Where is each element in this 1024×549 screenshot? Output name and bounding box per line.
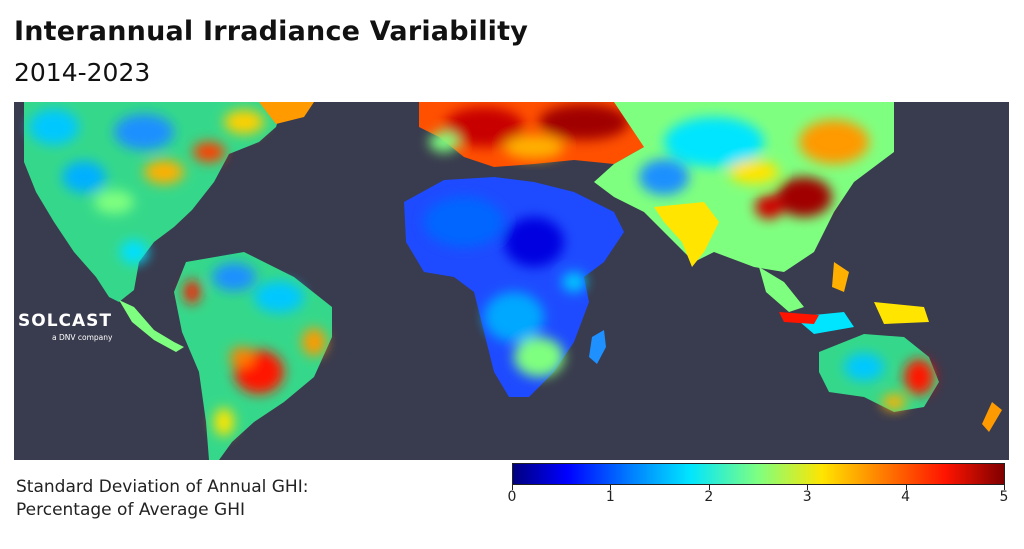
colorbar-tick [807,485,809,490]
central-america-landmass [119,300,184,352]
legend-label-line1: Standard Deviation of Annual GHI: [16,477,309,497]
legend-label: Standard Deviation of Annual GHI: Percen… [16,476,308,522]
solcast-logo: SOLCAST a DNV company [18,311,138,351]
colorbar-tick [610,485,612,490]
colorbar-tick [1004,485,1005,490]
logo-wordmark: SOLCAST [18,311,113,331]
africa-landmass [404,177,624,397]
india-landmass [654,202,719,267]
colorbar-tick-label: 4 [901,489,911,505]
madagascar-landmass [589,330,606,364]
australia-landmass [819,334,939,412]
colorbar [512,463,1005,485]
new-zealand-landmass [982,402,1002,432]
colorbar-tick-label: 0 [507,489,517,505]
south-america-landmass [174,252,332,460]
colorbar-tick-label: 5 [999,489,1009,505]
greenland-landmass [259,102,314,124]
map-subtitle: 2014-2023 [14,58,151,87]
north-america-landmass [24,102,284,302]
colorbar-tick-label: 2 [704,489,714,505]
logo-tagline: a DNV company [52,333,113,342]
asia-landmass [594,102,894,272]
southeast-asia-islands [759,262,929,334]
colorbar-tick [708,485,710,490]
colorbar-tick-label: 3 [802,489,812,505]
legend-label-line2: Percentage of Average GHI [16,500,246,520]
europe-landmass [419,102,654,167]
map-canvas [24,102,1002,460]
colorbar-tick-label: 1 [605,489,615,505]
colorbar-tick [512,485,513,490]
world-variability-map [14,102,1009,460]
map-title: Interannual Irradiance Variability [14,16,529,47]
colorbar-tick [905,485,907,490]
